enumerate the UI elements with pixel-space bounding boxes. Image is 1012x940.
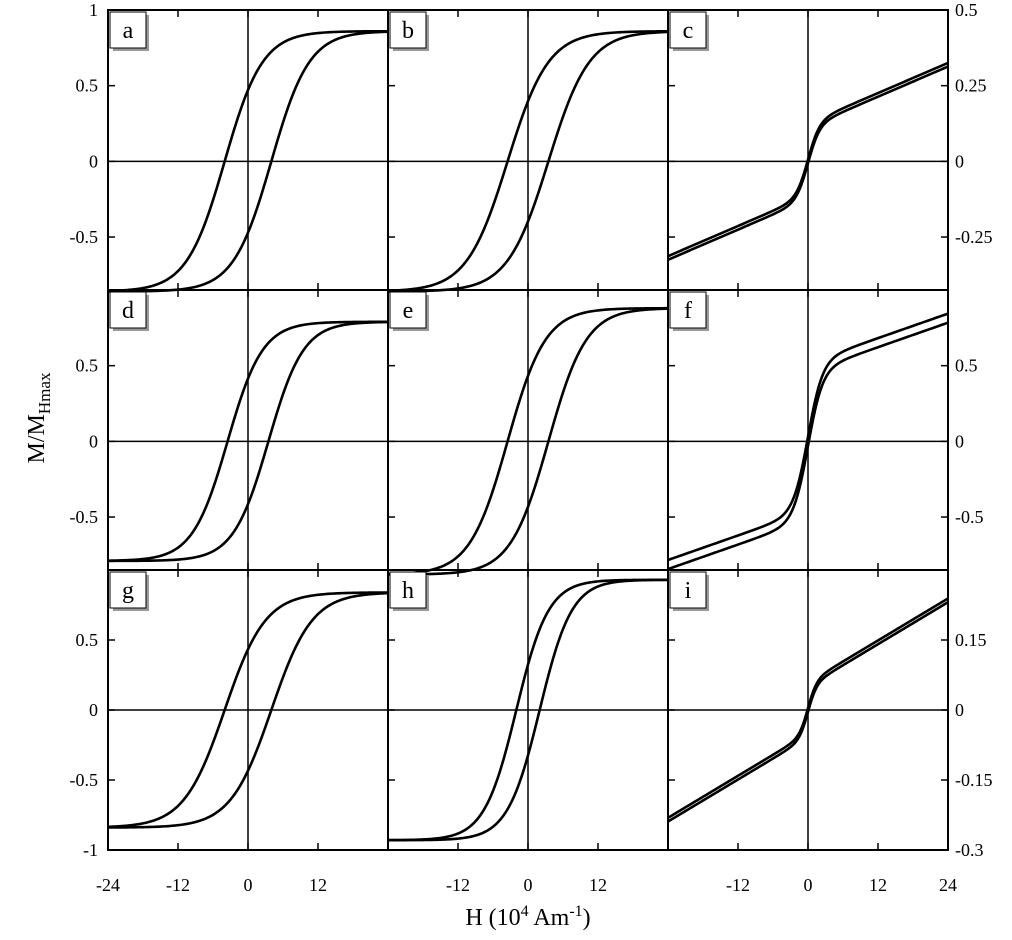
panel-label-box [109, 571, 147, 609]
panel-i: i [667, 569, 949, 851]
y-tick-label: 0.5 [76, 630, 99, 650]
y-axis-title-sub: Hmax [35, 372, 54, 414]
y-tick-label: 0.5 [76, 356, 99, 376]
y-tick-label: 0 [89, 700, 98, 720]
x-tick-label: 12 [589, 875, 607, 895]
ascending-branch [667, 65, 949, 261]
panel-label-box [669, 291, 707, 329]
descending-branch [107, 320, 388, 562]
panel-g: g [107, 569, 389, 851]
x-axis-title-close: ) [583, 905, 591, 931]
panel-h: h [387, 569, 669, 851]
y-right-tick-label: 0.25 [955, 76, 987, 96]
panel-f: f [667, 289, 949, 571]
y-right-tick-label: -0.25 [955, 227, 993, 247]
panel-label: e [403, 298, 414, 324]
panel-label: b [402, 18, 414, 44]
x-tick-label: 12 [309, 875, 327, 895]
axis-labels: 1 0.5 0 -0.5 0.5 0 -0.5 0.5 0 -0.5 -1 0.5 0.25 0 -0.25… [70, 0, 993, 895]
descending-branch [387, 29, 669, 293]
panel-c: c [667, 9, 949, 291]
y-right-tick-label: -0.3 [955, 840, 984, 860]
y-right-tick-label: 0.15 [955, 630, 987, 650]
panel-label-box [669, 11, 707, 49]
ascending-branch [108, 320, 389, 563]
x-tick-label: 0 [804, 875, 813, 895]
y-right-tick-label: 0.5 [955, 356, 978, 376]
panel-label: f [684, 298, 692, 324]
panel-label: d [122, 298, 134, 324]
panel-label: a [123, 18, 134, 44]
ascending-branch [107, 591, 389, 829]
y-axis-title: M/MHmax [24, 372, 54, 463]
y-right-tick-label: -0.15 [955, 770, 993, 790]
panel-label: c [683, 18, 694, 44]
y-tick-label: 0 [89, 151, 98, 171]
x-axis-title-exp: 4 [521, 903, 529, 920]
y-right-tick-label: -0.5 [955, 507, 984, 527]
x-tick-label: -12 [726, 875, 750, 895]
x-axis-title-unit: Am [529, 905, 570, 931]
y-tick-label: 0 [89, 431, 98, 451]
panel-label-box [669, 571, 707, 609]
descending-branch [387, 306, 668, 576]
y-right-tick-label: 0.5 [955, 0, 978, 20]
panel-label: h [402, 578, 414, 604]
descending-branch [107, 29, 388, 293]
x-tick-label: -12 [446, 875, 470, 895]
panel-label-box [389, 11, 427, 49]
x-tick-label: -12 [166, 875, 190, 895]
x-axis-title: H (104 Am-1) [465, 903, 590, 931]
y-tick-label: 1 [89, 0, 98, 20]
panel-label-box [389, 291, 427, 329]
panel-label: g [122, 578, 134, 604]
x-tick-label: -24 [96, 875, 120, 895]
x-tick-label: 24 [939, 875, 957, 895]
descending-branch [107, 591, 389, 829]
panel-label-box [109, 291, 147, 329]
y-right-tick-label: 0 [955, 431, 964, 451]
y-tick-label: 0.5 [76, 76, 99, 96]
ascending-branch [667, 601, 949, 823]
y-tick-label: -0.5 [70, 770, 99, 790]
y-tick-label: -1 [83, 840, 98, 860]
panel-b: b [387, 9, 669, 293]
ascending-branch [388, 578, 669, 842]
y-right-tick-label: 0 [955, 700, 964, 720]
ascending-branch [388, 307, 669, 576]
panel-label-box [109, 11, 147, 49]
panel-a: a [107, 9, 389, 293]
panel-label: i [685, 578, 692, 604]
x-axis-title-unit-exp: -1 [569, 903, 582, 920]
y-tick-label: -0.5 [70, 227, 99, 247]
panel-label-box [389, 571, 427, 609]
x-tick-label: 0 [244, 875, 253, 895]
y-axis-title-main: M/M [24, 414, 50, 463]
x-tick-label: 12 [869, 875, 887, 895]
panel-grid: a b c d e f g h i [107, 9, 949, 851]
ascending-branch [667, 321, 949, 571]
y-right-tick-label: 0 [955, 151, 964, 171]
y-tick-label: -0.5 [70, 507, 99, 527]
x-tick-label: 0 [524, 875, 533, 895]
panel-d: d [107, 289, 389, 571]
x-axis-title-main: H (10 [465, 905, 520, 931]
descending-branch [667, 312, 949, 562]
panel-e: e [387, 289, 669, 576]
